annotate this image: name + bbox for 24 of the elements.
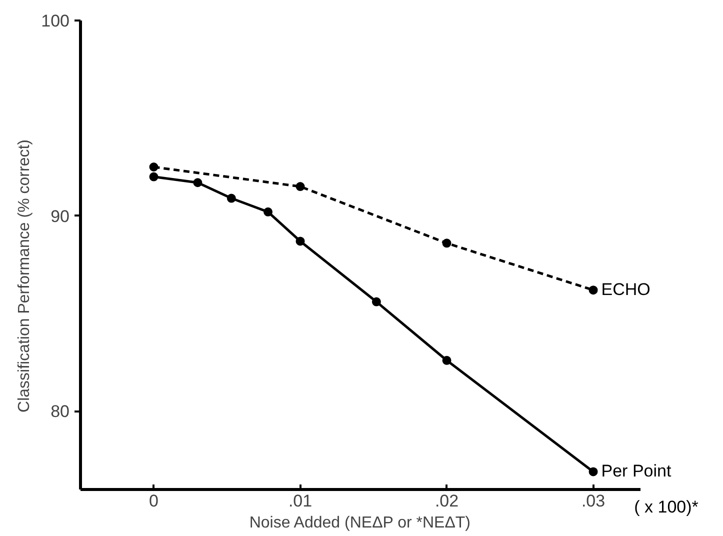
point bbox=[372, 297, 381, 306]
point bbox=[264, 207, 273, 216]
point bbox=[588, 467, 598, 476]
text: ( x 100)* bbox=[634, 497, 699, 516]
y-axis-title: Classification Performance (% correct) bbox=[16, 140, 34, 412]
point bbox=[226, 194, 236, 203]
point bbox=[193, 178, 202, 188]
x-tick-label: .02 bbox=[434, 491, 459, 510]
y-tick-label: 90 bbox=[50, 206, 70, 226]
x-axis-title: Noise Added (NEΔP or *NEΔT) bbox=[249, 514, 471, 532]
point bbox=[442, 238, 452, 248]
point bbox=[296, 236, 305, 246]
x-tick-label: .03 bbox=[581, 491, 606, 510]
point bbox=[149, 172, 158, 182]
point bbox=[442, 356, 452, 365]
series-label: ECHO bbox=[601, 280, 650, 300]
x-tick-label: .01 bbox=[288, 491, 312, 510]
point bbox=[149, 162, 158, 172]
point bbox=[296, 182, 305, 192]
x-tick-label: 0 bbox=[149, 491, 158, 510]
y-tick-label: 80 bbox=[50, 402, 70, 422]
y-tick-label: 100 bbox=[41, 12, 70, 30]
point bbox=[588, 286, 598, 295]
series-label: Per Point bbox=[601, 462, 672, 481]
